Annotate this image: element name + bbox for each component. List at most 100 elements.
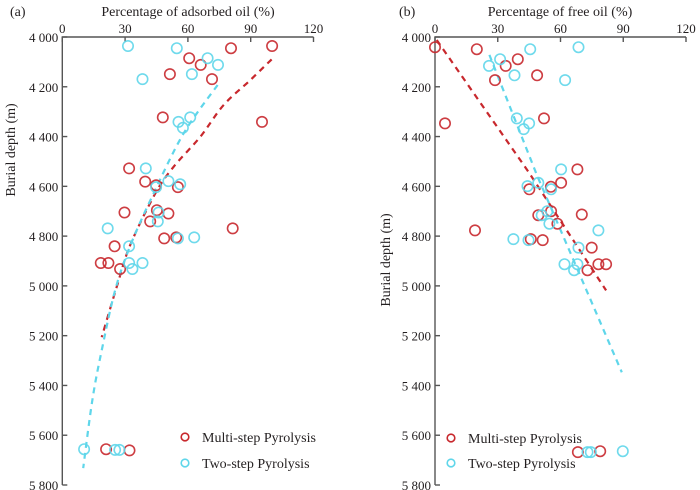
x-tick-label: 30 [119,21,132,36]
multi-step-point [255,115,268,128]
two-step-point [170,42,183,55]
multi-step-point [575,208,588,221]
y-tick-label: 4 200 [402,80,431,95]
two-step-point [555,163,568,176]
multi-step-point [171,181,184,194]
y-tick-label: 5 200 [29,329,58,344]
panel-b-x-axis-title: Percentage of free oil (%) [488,5,633,20]
two-step-point [176,121,189,134]
two-step-point [517,123,530,136]
two-step-point [522,234,535,247]
panel-a-points [78,39,279,457]
multi-step-point [600,258,613,271]
two-step-point [508,69,521,82]
x-tick-label: 90 [617,21,630,36]
two-step-point [162,175,175,188]
legend-marker-multi-step [446,433,456,443]
y-tick-label: 4 400 [29,130,58,145]
multi-step-point [488,74,501,87]
two-step-point [572,41,585,54]
panel-b-y-axis-title: Burial depth (m) [379,213,394,307]
two-step-point [521,180,534,193]
two-step-point [101,222,114,235]
two-step-point [592,224,605,237]
two-step-point [136,73,149,86]
legend-marker-two-step [180,458,190,468]
two-step-point [532,176,545,189]
two-step-point [616,445,629,458]
two-step-point [201,52,214,65]
multi-step-point [428,41,441,54]
legend-label-multi-step: Multi-step Pyrolysis [202,431,316,446]
two-step-point [123,256,136,269]
panel-b-points [428,41,629,459]
x-tick-label: 90 [244,21,257,36]
multi-step-point [100,443,113,456]
two-step-point [109,443,122,456]
multi-step-point [144,215,157,228]
panel-a-x-ticks: 0 30 60 90 120 [59,21,323,42]
two-step-trendline [82,84,219,469]
multi-step-point [266,39,279,52]
two-step-point [572,241,585,254]
x-tick-label: 60 [181,21,194,36]
y-tick-label: 4 600 [402,179,431,194]
panel-a-y-ticks: 4 000 4 200 4 400 4 600 4 800 5 000 5 200 5 400… [29,30,68,490]
y-tick-label: 5 600 [29,428,58,443]
y-tick-label: 4 400 [402,130,431,145]
two-step-point [78,443,91,456]
two-step-point [568,264,581,277]
legend-label-two-step: Two-step Pyrolysis [468,457,576,472]
multi-step-point [114,262,127,275]
multi-step-point [571,163,584,176]
two-step-point [212,58,225,71]
two-step-point [136,256,149,269]
legend-label-multi-step: Multi-step Pyrolysis [468,432,582,447]
two-step-point [482,59,495,72]
y-tick-label: 5 400 [402,378,431,393]
multi-step-point [585,241,598,254]
two-step-point [123,240,136,253]
multi-step-point [194,58,207,71]
multi-step-point [163,68,176,81]
y-tick-label: 5 200 [402,329,431,344]
multi-step-point [594,445,607,458]
x-tick-label: 120 [304,21,324,36]
multi-step-point [123,162,136,175]
two-step-point [174,178,187,191]
multi-step-trendline [435,39,608,292]
y-tick-label: 4 800 [29,229,58,244]
two-step-point [185,68,198,81]
two-step-point [151,215,164,228]
panel-a: (a) Percentage of adsorbed oil (%) Buria… [4,5,323,490]
y-tick-label: 4 200 [29,80,58,95]
y-tick-label: 5 800 [29,478,58,490]
multi-step-point [531,69,544,82]
panel-a-axes [61,36,314,485]
panel-a-legend: Multi-step Pyrolysis Two-step Pyrolysis [180,431,316,472]
panel-b-y-ticks: 4 000 4 200 4 400 4 600 4 800 5 000 5 200 5 400… [402,30,440,490]
two-step-point [543,217,556,230]
multi-step-point [536,234,549,247]
two-step-point [188,231,201,244]
multi-step-trendline [100,58,273,338]
panel-a-label: (a) [10,5,26,20]
multi-step-point [150,204,163,217]
multi-step-point [225,42,238,55]
multi-step-point [551,217,564,230]
x-tick-label: 0 [59,21,66,36]
two-step-point [150,181,163,194]
two-step-point [494,53,507,66]
multi-step-point [555,176,568,189]
two-step-point [545,183,558,196]
two-step-point [139,162,152,175]
two-step-point [559,74,572,87]
two-step-point [571,258,584,271]
x-tick-label: 120 [676,21,696,36]
multi-step-point [206,73,219,86]
multi-step-point [102,256,115,269]
two-step-point [584,446,597,459]
multi-step-point [108,240,121,253]
multi-step-point [470,43,483,56]
multi-step-point [537,112,550,125]
